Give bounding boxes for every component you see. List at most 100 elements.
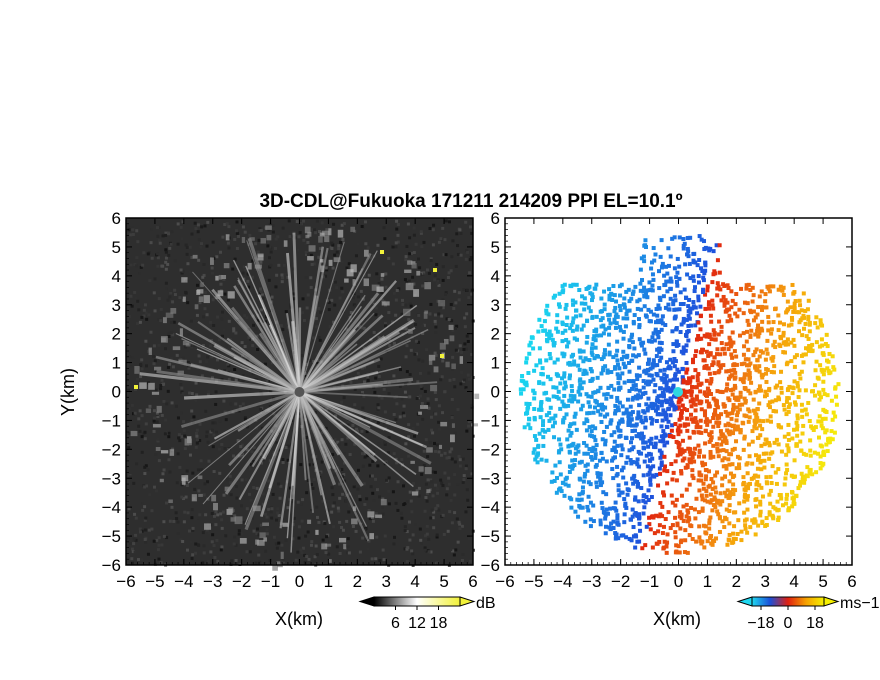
speckle (463, 342, 467, 346)
speckle (451, 355, 455, 359)
echo-ray (233, 285, 301, 393)
velocity-pixel (638, 288, 643, 293)
velocity-pixel (575, 337, 580, 342)
speckle (336, 506, 340, 510)
velocity-pixel (725, 300, 730, 305)
velocity-pixel (745, 530, 750, 535)
velocity-pixel (615, 521, 620, 526)
speckle (383, 410, 387, 414)
velocity-pixel (779, 496, 784, 501)
speckle (190, 256, 194, 260)
velocity-pixel (778, 493, 783, 498)
velocity-pixel (590, 292, 595, 297)
speckle (427, 271, 431, 275)
speckle (166, 365, 170, 369)
echo-patch (380, 273, 385, 277)
velocity-pixel (579, 386, 584, 391)
velocity-pixel (738, 390, 743, 395)
velocity-pixel (660, 531, 665, 536)
speckle (314, 544, 318, 548)
speckle (223, 410, 227, 414)
velocity-pixel (664, 374, 669, 379)
speckle (344, 499, 348, 503)
speckle (251, 259, 255, 263)
velocity-pixel (624, 410, 629, 415)
speckle (190, 419, 194, 423)
velocity-pixel (678, 302, 683, 307)
velocity-pixel (691, 278, 696, 283)
velocity-pixel (536, 329, 541, 334)
velocity-pixel (770, 358, 775, 363)
velocity-pixel (703, 428, 708, 433)
velocity-pixel (640, 420, 645, 425)
speckle (315, 325, 319, 329)
speckle (439, 237, 443, 241)
speckle (411, 533, 415, 537)
velocity-pixel (735, 454, 740, 459)
speckle (132, 537, 136, 541)
velocity-pixel (717, 368, 722, 373)
speckle (235, 231, 239, 235)
velocity-pixel (570, 298, 575, 303)
speckle (302, 553, 306, 557)
velocity-pixel (638, 395, 643, 400)
speckle (205, 528, 209, 532)
velocity-pixel (742, 361, 747, 366)
velocity-pixel (737, 402, 742, 407)
speckle (178, 296, 182, 300)
velocity-pixel (661, 429, 666, 434)
speckle (134, 533, 138, 537)
speckle (445, 493, 449, 497)
speckle (340, 242, 344, 246)
velocity-pixel (755, 358, 760, 363)
speckle (236, 377, 240, 381)
speckle (274, 237, 278, 241)
velocity-pixel (816, 435, 821, 440)
speckle (439, 478, 443, 482)
speckle (169, 331, 173, 335)
velocity-pixel (613, 365, 618, 370)
velocity-pixel (648, 366, 653, 371)
velocity-pixel (651, 360, 656, 365)
speckle (144, 311, 148, 315)
speckle (174, 404, 178, 408)
speckle (284, 538, 288, 542)
velocity-pixel (562, 493, 567, 498)
velocity-pixel (655, 412, 660, 417)
velocity-pixel (551, 343, 556, 348)
y-tick-label: −5 (481, 527, 500, 546)
speckle (455, 324, 459, 328)
speckle (346, 423, 350, 427)
velocity-pixel (690, 375, 695, 380)
velocity-pixel (827, 440, 832, 445)
speckle (450, 319, 454, 323)
velocity-pixel (715, 500, 720, 505)
speckle (452, 306, 456, 310)
speckle (204, 409, 208, 413)
velocity-pixel (656, 483, 661, 488)
velocity-pixel (734, 354, 739, 359)
velocity-pixel (527, 402, 532, 407)
speckle (241, 271, 245, 275)
velocity-pixel (783, 476, 788, 481)
speckle (144, 422, 148, 426)
speckle (256, 318, 260, 322)
velocity-pixel (630, 358, 635, 363)
speckle (434, 412, 438, 416)
speckle (275, 546, 279, 550)
velocity-pixel (624, 535, 629, 540)
speckle (345, 519, 349, 523)
velocity-pixel (663, 414, 668, 419)
velocity-pixel (563, 328, 568, 333)
speckle (341, 528, 345, 532)
echo-patch (459, 356, 464, 364)
velocity-pixel (619, 443, 624, 448)
velocity-pixel (626, 420, 631, 425)
velocity-pixel (592, 334, 597, 339)
speckle (435, 281, 439, 285)
velocity-pixel (657, 466, 662, 471)
velocity-pixel (649, 401, 654, 406)
velocity-pixel (758, 388, 763, 393)
velocity-pixel (589, 369, 594, 374)
speckle (160, 264, 164, 268)
